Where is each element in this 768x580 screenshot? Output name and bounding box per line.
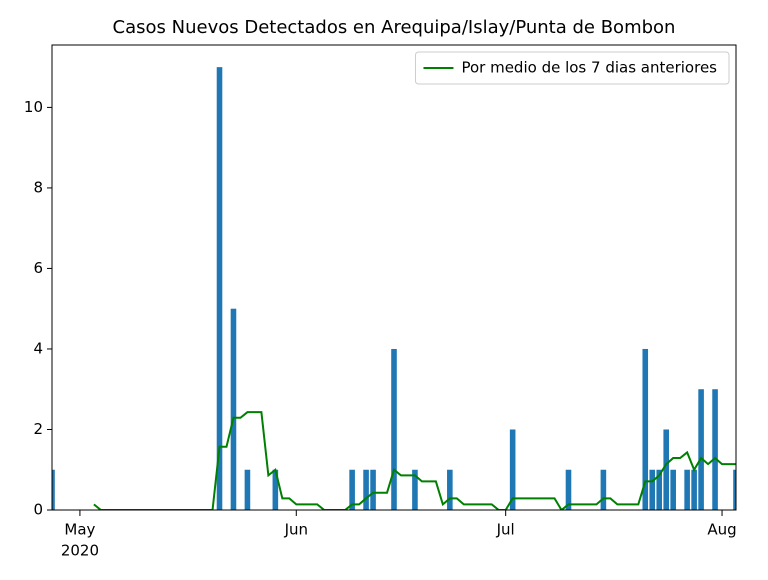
bar <box>509 429 516 510</box>
bar <box>349 469 355 510</box>
bar <box>272 469 279 510</box>
chart-title: Casos Nuevos Detectados en Arequipa/Isla… <box>113 17 676 38</box>
bar <box>565 469 572 510</box>
legend-label: Por medio de los 7 dias anteriores <box>461 59 717 77</box>
x-tick-label: Aug <box>707 521 736 539</box>
bar <box>370 469 376 510</box>
y-tick-label: 0 <box>33 501 43 519</box>
bar <box>363 469 369 510</box>
x-tick-label: May <box>64 521 95 539</box>
bar <box>230 308 237 510</box>
y-tick-label: 6 <box>33 259 43 277</box>
bar <box>52 469 55 510</box>
bar <box>600 469 607 510</box>
legend: Por medio de los 7 dias anteriores <box>414 51 730 85</box>
bar <box>412 469 418 510</box>
x-tick-label: Jul <box>496 521 515 539</box>
axes: 0 2 4 6 8 10 May 2020 Jun Jul Aug Por medio de los … <box>24 44 737 560</box>
legend-box <box>414 51 730 85</box>
y-tick-label: 2 <box>33 420 43 438</box>
bar <box>391 348 397 510</box>
bar <box>684 469 690 510</box>
plot-frame <box>51 44 737 511</box>
x-year-label: 2020 <box>61 542 99 560</box>
bar <box>649 469 656 510</box>
bar <box>733 469 736 510</box>
y-tick-label: 8 <box>33 178 43 196</box>
line <box>93 411 736 510</box>
x-tick-label: Jun <box>284 521 308 539</box>
plot-area <box>52 67 736 510</box>
y-tick-label: 4 <box>33 339 43 357</box>
bar <box>663 429 669 510</box>
bar <box>216 67 223 510</box>
bar <box>244 469 251 510</box>
bar <box>642 348 649 510</box>
y-tick-label: 10 <box>24 98 43 116</box>
bar <box>447 469 453 510</box>
bar <box>698 389 704 510</box>
bar <box>656 469 663 510</box>
bar <box>691 469 697 510</box>
bar <box>712 389 718 510</box>
bar <box>670 469 676 510</box>
